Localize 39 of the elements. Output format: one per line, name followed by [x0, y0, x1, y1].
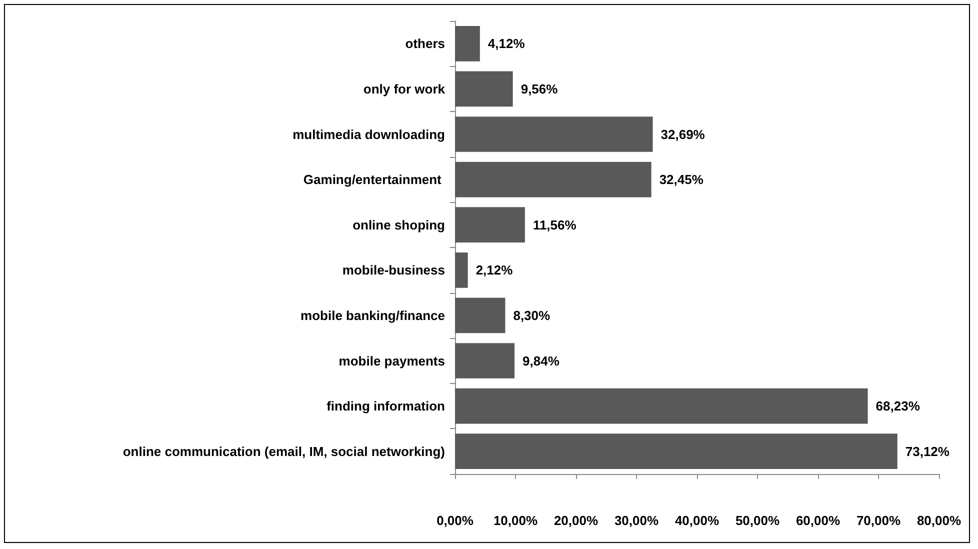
y-tick-label: online shoping [352, 217, 446, 232]
x-tick-label: 50,00% [735, 513, 780, 528]
data-label: 9,84% [522, 353, 560, 368]
data-label: 32,45% [659, 172, 704, 188]
data-label: 73,12% [905, 444, 950, 459]
data-label: 68,23% [876, 398, 920, 414]
x-tick-label: 0,00% [436, 513, 474, 528]
data-label: 9,56% [520, 81, 558, 96]
x-tick-label: 60,00% [796, 513, 840, 528]
y-tick-label: mobile banking/finance [300, 308, 445, 323]
x-tick-label: 10,00% [493, 513, 538, 528]
bar [455, 388, 868, 424]
y-tick-label: mobile payments [338, 353, 445, 368]
data-label: 11,56% [532, 217, 577, 232]
bar [455, 26, 480, 62]
x-tick-label: 30,00% [614, 513, 659, 528]
x-tick-label: 80,00% [916, 513, 962, 528]
y-tick-label: online communication (email, IM, social networking) [122, 444, 445, 459]
data-label: 32,69% [660, 126, 706, 142]
x-tick-label: 70,00% [856, 513, 901, 528]
bar [455, 207, 525, 243]
x-tick-label: 40,00% [674, 513, 720, 528]
bar [455, 252, 468, 288]
bar [455, 343, 515, 378]
bar [455, 116, 653, 152]
y-tick-label: only for work [363, 81, 446, 96]
y-tick-label: finding information [326, 398, 446, 414]
y-tick-label: others [405, 36, 445, 52]
bar [455, 298, 506, 334]
data-label: 2,12% [476, 262, 514, 278]
bar [455, 162, 652, 198]
bar [455, 71, 513, 107]
y-tick-label: mobile-business [342, 262, 445, 278]
data-label: 8,30% [513, 308, 551, 323]
bar [455, 434, 898, 470]
y-tick-label: multimedia downloading [292, 126, 446, 142]
y-tick-label: Gaming/entertainment [303, 172, 445, 188]
data-label: 4,12% [488, 36, 526, 52]
x-tick-label: 20,00% [554, 513, 598, 528]
